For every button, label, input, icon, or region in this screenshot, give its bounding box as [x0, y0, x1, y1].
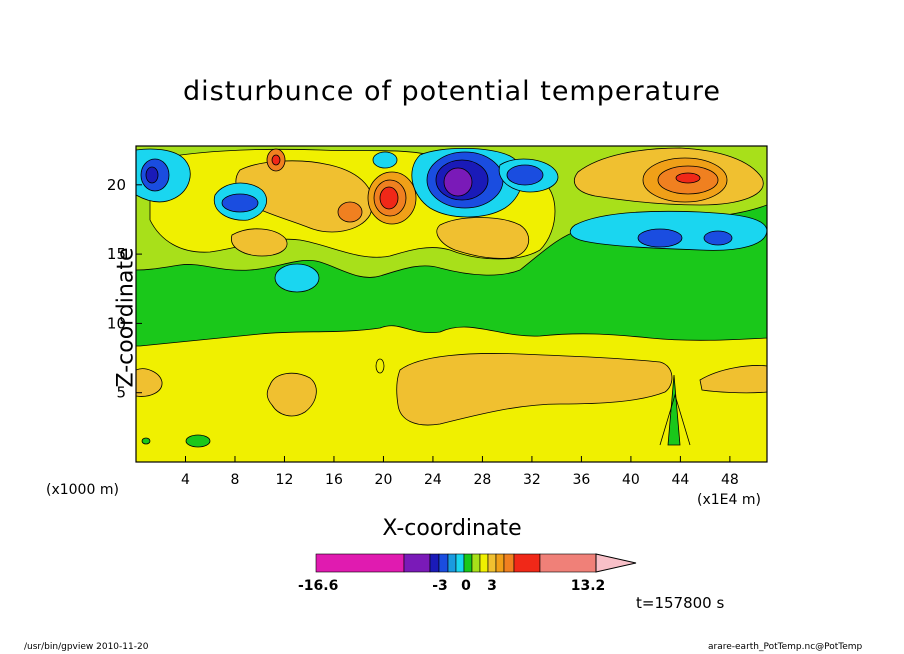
x-tick-label-10: 44 — [671, 472, 689, 488]
x-tick-label-6: 28 — [474, 472, 492, 488]
footer-left: /usr/bin/gpview 2010-11-20 — [24, 642, 149, 652]
colorbar-segment-6 — [463, 553, 473, 573]
x-ticks: 4 8 12 16 20 24 28 32 36 40 44 48 — [181, 456, 739, 488]
y-ticks: 5 10 15 20 — [107, 176, 142, 402]
footer-right: arare-earth_PotTemp.nc@PotTemp — [708, 642, 863, 652]
region-orange-tall — [231, 228, 288, 257]
colorbar-segment-10 — [495, 553, 505, 573]
x-axis-label: X-coordinate — [382, 516, 522, 541]
y-tick-label-2: 15 — [107, 245, 126, 263]
region-orange-lower — [396, 353, 673, 426]
colorbar-label-4: 13.2 — [570, 578, 606, 594]
colorbar-segment-0 — [315, 553, 405, 573]
x-tick-label-9: 40 — [622, 472, 640, 488]
colorbar-label-0: -16.6 — [298, 578, 339, 594]
colorbar-arrow — [595, 553, 637, 573]
plot-frame — [135, 145, 768, 463]
colorbar-segment-8 — [479, 553, 489, 573]
colorbar-segment-2 — [429, 553, 440, 573]
colorbar-segment-7 — [471, 553, 481, 573]
colorbar-label-1: -3 — [432, 578, 448, 594]
x-tick-label-3: 16 — [325, 472, 343, 488]
x-tick-label-8: 36 — [572, 472, 590, 488]
y-tick-label-3: 20 — [107, 176, 126, 194]
x-tick-label-0: 4 — [181, 472, 190, 488]
y-tick-label-0: 5 — [116, 384, 126, 402]
colorbar-segment-4 — [447, 553, 457, 573]
x-tick-label-7: 32 — [523, 472, 541, 488]
x-tick-label-5: 24 — [424, 472, 442, 488]
colorbar — [315, 553, 637, 573]
x-tick-label-4: 20 — [375, 472, 393, 488]
colorbar-segment-1 — [403, 553, 431, 573]
y-tick-label-1: 10 — [107, 314, 126, 332]
x-axis-unit: (x1E4 m) — [697, 492, 761, 508]
colorbar-segment-12 — [513, 553, 541, 573]
colorbar-segment-3 — [438, 553, 449, 573]
x-tick-label-2: 12 — [276, 472, 294, 488]
time-label: t=157800 s — [636, 594, 725, 612]
colorbar-segment-9 — [487, 553, 497, 573]
y-axis-unit: (x1000 m) — [46, 482, 119, 498]
region-orange-mid — [436, 217, 530, 259]
chart-title: disturbunce of potential temperature — [183, 76, 721, 107]
contour-field — [136, 146, 767, 462]
x-tick-label-1: 8 — [231, 472, 240, 488]
colorbar-label-3: 3 — [487, 578, 497, 594]
y-axis-label: Z-coordinate — [113, 247, 139, 388]
x-tick-label-11: 48 — [721, 472, 739, 488]
colorbar-label-2: 0 — [461, 578, 471, 594]
colorbar-segment-11 — [503, 553, 515, 573]
colorbar-segment-13 — [539, 553, 597, 573]
colorbar-segment-5 — [455, 553, 465, 573]
